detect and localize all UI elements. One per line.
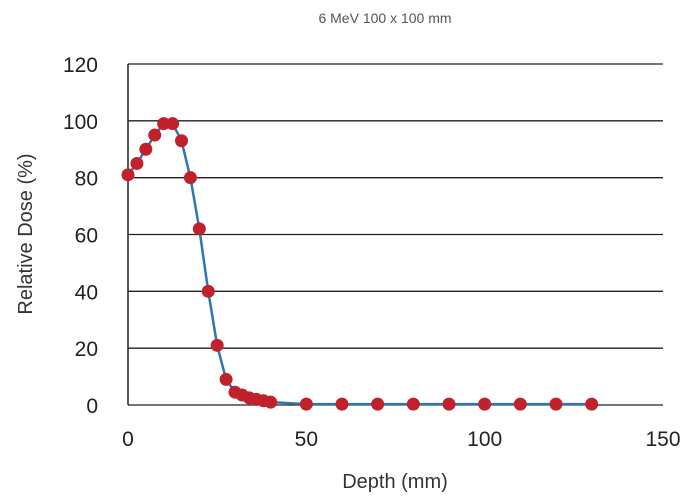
data-point (148, 128, 162, 142)
x-axis-label: Depth (mm) (342, 471, 448, 493)
x-tick-labels: 0 50 100 150 (122, 428, 680, 451)
y-tick-label: 80 (75, 168, 98, 191)
data-point (139, 142, 153, 156)
data-point (371, 397, 385, 411)
y-tick-label: 60 (75, 225, 98, 248)
y-tick-labels: 0 20 40 60 80 100 120 (63, 54, 98, 418)
gridlines (128, 63, 663, 406)
data-point (335, 397, 349, 411)
chart-title: 6 MeV 100 x 100 mm (318, 10, 451, 26)
data-point (121, 168, 135, 182)
data-point (442, 397, 456, 411)
data-point (210, 338, 224, 352)
data-point (201, 284, 215, 298)
x-tick-label: 100 (467, 428, 502, 451)
y-axis-label: Relative Dose (%) (15, 153, 37, 314)
y-tick-label: 100 (63, 111, 98, 134)
y-tick-label: 0 (86, 395, 98, 418)
data-point (478, 397, 492, 411)
data-point (219, 372, 233, 386)
data-point (192, 222, 206, 236)
data-point (406, 397, 420, 411)
x-tick-label: 50 (295, 428, 318, 451)
data-markers (121, 117, 599, 411)
x-tick-label: 150 (645, 428, 680, 451)
x-tick-label: 0 (122, 428, 134, 451)
data-point (183, 171, 197, 185)
data-point (585, 397, 599, 411)
data-point (513, 397, 527, 411)
data-point (157, 117, 171, 131)
data-point (549, 397, 563, 411)
series-line (127, 122, 592, 406)
y-tick-label: 120 (63, 54, 98, 77)
data-point (264, 395, 278, 409)
data-point (175, 134, 188, 148)
y-tick-label: 20 (75, 338, 98, 361)
y-tick-label: 40 (75, 281, 98, 304)
data-point (166, 117, 180, 131)
data-point (130, 156, 144, 170)
data-point (299, 397, 313, 411)
